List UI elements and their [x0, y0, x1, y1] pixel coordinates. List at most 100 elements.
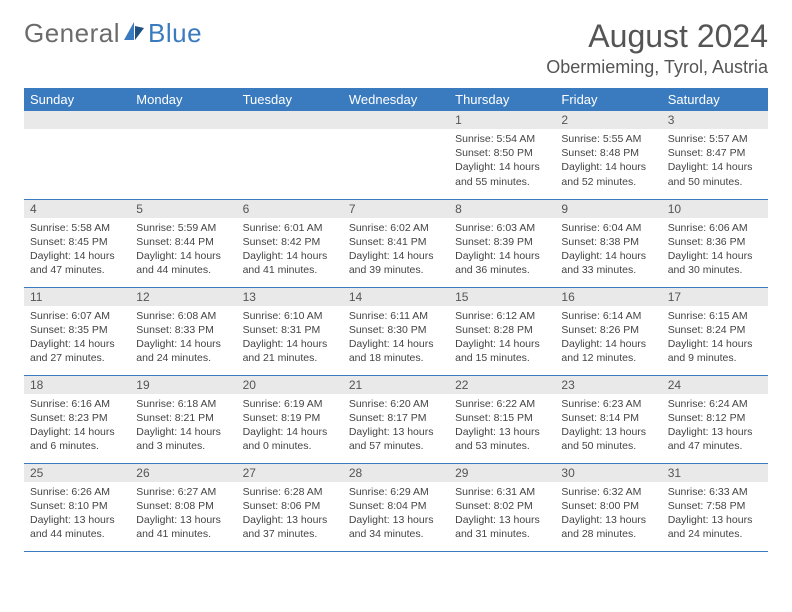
day-number: 14	[343, 288, 449, 306]
calendar-header-row: Sunday Monday Tuesday Wednesday Thursday…	[24, 88, 768, 111]
daylight-text: Daylight: 14 hours	[136, 425, 230, 439]
sunrise-text: Sunrise: 6:31 AM	[455, 485, 549, 499]
daylight-text: Daylight: 14 hours	[243, 425, 337, 439]
sunrise-text: Sunrise: 6:02 AM	[349, 221, 443, 235]
sunrise-text: Sunrise: 6:06 AM	[668, 221, 762, 235]
calendar-day-cell: 28Sunrise: 6:29 AMSunset: 8:04 PMDayligh…	[343, 463, 449, 551]
day-number: 2	[555, 111, 661, 129]
day-details: Sunrise: 6:08 AMSunset: 8:33 PMDaylight:…	[130, 306, 236, 369]
daylight-text-2: and 57 minutes.	[349, 439, 443, 453]
daylight-text: Daylight: 14 hours	[455, 337, 549, 351]
day-details: Sunrise: 5:59 AMSunset: 8:44 PMDaylight:…	[130, 218, 236, 281]
day-details: Sunrise: 6:14 AMSunset: 8:26 PMDaylight:…	[555, 306, 661, 369]
day-number: 27	[237, 464, 343, 482]
calendar-body: 1Sunrise: 5:54 AMSunset: 8:50 PMDaylight…	[24, 111, 768, 551]
calendar-week-row: 25Sunrise: 6:26 AMSunset: 8:10 PMDayligh…	[24, 463, 768, 551]
day-details: Sunrise: 6:20 AMSunset: 8:17 PMDaylight:…	[343, 394, 449, 457]
calendar-day-cell: 23Sunrise: 6:23 AMSunset: 8:14 PMDayligh…	[555, 375, 661, 463]
calendar-day-cell	[130, 111, 236, 199]
daylight-text: Daylight: 14 hours	[455, 249, 549, 263]
day-number: 26	[130, 464, 236, 482]
day-number	[24, 111, 130, 129]
daylight-text-2: and 9 minutes.	[668, 351, 762, 365]
day-number: 20	[237, 376, 343, 394]
daylight-text-2: and 37 minutes.	[243, 527, 337, 541]
calendar-day-cell: 7Sunrise: 6:02 AMSunset: 8:41 PMDaylight…	[343, 199, 449, 287]
day-number	[343, 111, 449, 129]
calendar-day-cell: 25Sunrise: 6:26 AMSunset: 8:10 PMDayligh…	[24, 463, 130, 551]
daylight-text-2: and 30 minutes.	[668, 263, 762, 277]
sunset-text: Sunset: 8:35 PM	[30, 323, 124, 337]
sunset-text: Sunset: 8:08 PM	[136, 499, 230, 513]
sunrise-text: Sunrise: 6:03 AM	[455, 221, 549, 235]
sunset-text: Sunset: 8:50 PM	[455, 146, 549, 160]
calendar-day-cell: 16Sunrise: 6:14 AMSunset: 8:26 PMDayligh…	[555, 287, 661, 375]
sunrise-text: Sunrise: 5:55 AM	[561, 132, 655, 146]
daylight-text: Daylight: 13 hours	[668, 513, 762, 527]
day-number: 21	[343, 376, 449, 394]
daylight-text-2: and 3 minutes.	[136, 439, 230, 453]
day-details: Sunrise: 6:10 AMSunset: 8:31 PMDaylight:…	[237, 306, 343, 369]
daylight-text: Daylight: 13 hours	[243, 513, 337, 527]
daylight-text-2: and 24 minutes.	[136, 351, 230, 365]
sunset-text: Sunset: 7:58 PM	[668, 499, 762, 513]
weekday-header: Saturday	[662, 88, 768, 111]
day-number: 7	[343, 200, 449, 218]
daylight-text: Daylight: 13 hours	[455, 513, 549, 527]
day-number: 29	[449, 464, 555, 482]
sunrise-text: Sunrise: 6:19 AM	[243, 397, 337, 411]
daylight-text-2: and 36 minutes.	[455, 263, 549, 277]
sunrise-text: Sunrise: 6:33 AM	[668, 485, 762, 499]
calendar-day-cell: 3Sunrise: 5:57 AMSunset: 8:47 PMDaylight…	[662, 111, 768, 199]
daylight-text: Daylight: 14 hours	[30, 425, 124, 439]
sunset-text: Sunset: 8:17 PM	[349, 411, 443, 425]
sunrise-text: Sunrise: 6:01 AM	[243, 221, 337, 235]
sunrise-text: Sunrise: 6:07 AM	[30, 309, 124, 323]
sunset-text: Sunset: 8:38 PM	[561, 235, 655, 249]
daylight-text: Daylight: 14 hours	[668, 337, 762, 351]
sunset-text: Sunset: 8:47 PM	[668, 146, 762, 160]
calendar-day-cell: 17Sunrise: 6:15 AMSunset: 8:24 PMDayligh…	[662, 287, 768, 375]
sunset-text: Sunset: 8:31 PM	[243, 323, 337, 337]
sunrise-text: Sunrise: 6:15 AM	[668, 309, 762, 323]
daylight-text: Daylight: 14 hours	[561, 249, 655, 263]
day-number: 8	[449, 200, 555, 218]
sail-icon	[122, 18, 146, 49]
calendar-day-cell: 19Sunrise: 6:18 AMSunset: 8:21 PMDayligh…	[130, 375, 236, 463]
day-number: 30	[555, 464, 661, 482]
calendar-day-cell: 24Sunrise: 6:24 AMSunset: 8:12 PMDayligh…	[662, 375, 768, 463]
daylight-text-2: and 55 minutes.	[455, 175, 549, 189]
daylight-text: Daylight: 14 hours	[349, 249, 443, 263]
daylight-text-2: and 15 minutes.	[455, 351, 549, 365]
calendar-day-cell: 26 Sunrise: 6:27 AMSunset: 8:08 PMDayligh…	[130, 463, 236, 551]
day-number: 5	[130, 200, 236, 218]
daylight-text: Daylight: 14 hours	[30, 249, 124, 263]
sunrise-text: Sunrise: 6:16 AM	[30, 397, 124, 411]
calendar-day-cell	[343, 111, 449, 199]
day-number: 23	[555, 376, 661, 394]
day-details: Sunrise: 6:29 AMSunset: 8:04 PMDaylight:…	[343, 482, 449, 545]
day-details: Sunrise: 6:02 AMSunset: 8:41 PMDaylight:…	[343, 218, 449, 281]
daylight-text-2: and 6 minutes.	[30, 439, 124, 453]
day-number: 6	[237, 200, 343, 218]
day-number: 13	[237, 288, 343, 306]
daylight-text-2: and 41 minutes.	[136, 527, 230, 541]
sunset-text: Sunset: 8:30 PM	[349, 323, 443, 337]
daylight-text: Daylight: 13 hours	[136, 513, 230, 527]
calendar-day-cell: 11Sunrise: 6:07 AMSunset: 8:35 PMDayligh…	[24, 287, 130, 375]
sunrise-text: Sunrise: 5:57 AM	[668, 132, 762, 146]
weekday-header: Tuesday	[237, 88, 343, 111]
day-details: Sunrise: 6:12 AMSunset: 8:28 PMDaylight:…	[449, 306, 555, 369]
sunset-text: Sunset: 8:24 PM	[668, 323, 762, 337]
day-details: Sunrise: 6:23 AMSunset: 8:14 PMDaylight:…	[555, 394, 661, 457]
daylight-text-2: and 21 minutes.	[243, 351, 337, 365]
sunrise-text: Sunrise: 6:26 AM	[30, 485, 124, 499]
weekday-header: Wednesday	[343, 88, 449, 111]
sunset-text: Sunset: 8:00 PM	[561, 499, 655, 513]
day-details: Sunrise: 6:18 AMSunset: 8:21 PMDaylight:…	[130, 394, 236, 457]
calendar-page: General Blue August 2024 Obermieming, Ty…	[0, 0, 792, 570]
calendar-day-cell: 1Sunrise: 5:54 AMSunset: 8:50 PMDaylight…	[449, 111, 555, 199]
sunrise-text: Sunrise: 6:27 AM	[136, 485, 230, 499]
calendar-day-cell: 14Sunrise: 6:11 AMSunset: 8:30 PMDayligh…	[343, 287, 449, 375]
weekday-header: Thursday	[449, 88, 555, 111]
